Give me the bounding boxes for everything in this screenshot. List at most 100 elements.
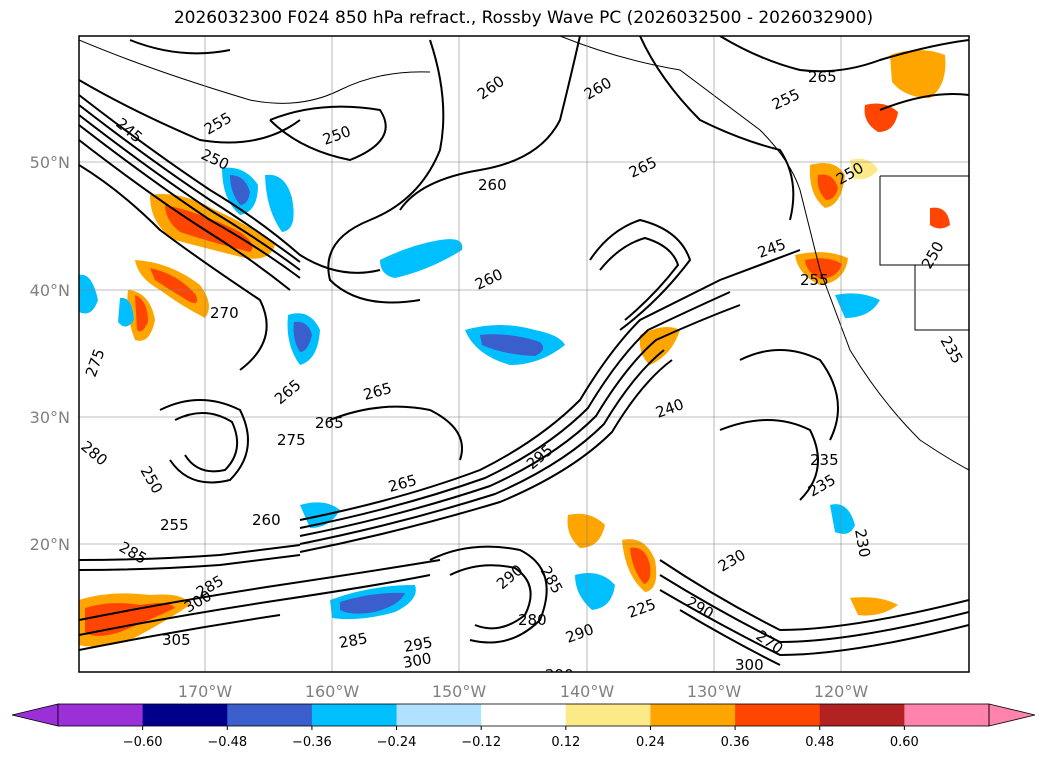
longitude-labels: 170°W 160°W 150°W 140°W 130°W 120°W	[178, 682, 869, 701]
contour-line	[639, 36, 795, 221]
negative-anomaly-patch	[575, 572, 615, 610]
contour-line	[79, 554, 301, 571]
contour-label-280b: 280	[518, 611, 547, 629]
contour-line	[739, 349, 839, 441]
colorbar-segments	[11, 703, 1036, 727]
graticule	[79, 36, 969, 672]
contour-line	[399, 36, 581, 211]
colorbar-tick-label: −0.12	[461, 735, 501, 750]
colorbar-segment	[565, 704, 651, 726]
contour-label-305: 305	[162, 631, 191, 649]
positive-anomaly-core	[817, 174, 838, 200]
contour-line	[719, 36, 969, 73]
positive-anomaly-patch	[890, 50, 946, 98]
colorbar-tick-label: 0.12	[551, 735, 580, 750]
contour-label-260c: 260	[478, 176, 507, 194]
positive-anomaly-core	[135, 295, 148, 332]
negative-anomaly-patch	[265, 174, 294, 232]
contour-line	[79, 544, 301, 561]
colorbar-tick-label: −0.60	[123, 735, 163, 750]
contour-line	[299, 349, 665, 545]
positive-anomaly-patch	[850, 597, 898, 616]
colorbar-tick-label: 0.24	[636, 735, 665, 750]
colorbar-segment	[819, 704, 905, 726]
lon-label-160w: 160°W	[305, 682, 360, 701]
colorbar-segment	[735, 704, 821, 726]
lat-label-20n: 20°N	[30, 535, 70, 554]
contour-label-265b: 265	[808, 68, 837, 86]
north-america-coastline	[559, 36, 969, 471]
contour-line	[589, 218, 692, 331]
positive-anomaly-core	[805, 258, 842, 279]
contour-line	[879, 93, 969, 111]
contour-line	[429, 545, 548, 644]
colorbar-tick-label: −0.24	[377, 735, 417, 750]
colorbar-tick-label: −0.48	[207, 735, 247, 750]
colorbar-segment	[650, 704, 736, 726]
negative-anomaly-core	[480, 334, 544, 356]
contour-line	[79, 139, 291, 291]
contour-line	[174, 412, 239, 473]
contour-label-285c: 285	[338, 629, 369, 652]
contour-line	[329, 405, 463, 461]
contour-line	[79, 574, 431, 636]
contour-line	[659, 574, 969, 644]
alaska-coastline	[79, 39, 431, 104]
colorbar-segment	[904, 704, 990, 726]
colorbar-tick-label: 0.48	[805, 735, 834, 750]
colorbar: −0.60 −0.48 −0.36 −0.24 −0.12 0.12 0.24 0.36 0.4…	[11, 703, 1036, 750]
colorbar-tick-label: −0.36	[292, 735, 332, 750]
contour-line	[719, 419, 819, 501]
contour-label-270: 270	[210, 304, 239, 322]
negative-anomaly-core	[293, 321, 312, 352]
negative-anomaly-patch	[118, 297, 134, 327]
contour-label-295b: 295	[403, 633, 434, 656]
state-borders	[879, 176, 969, 331]
lon-label-130w: 130°W	[687, 682, 742, 701]
negative-anomaly-patch	[79, 274, 98, 314]
lon-label-170w: 170°W	[178, 682, 233, 701]
contour-line	[159, 399, 249, 484]
negative-anomaly-patch	[835, 293, 880, 318]
contour-label-255d: 255	[160, 516, 189, 534]
lat-label-50n: 50°N	[30, 153, 70, 172]
contour-line	[79, 559, 441, 621]
positive-anomaly-patch	[864, 103, 898, 132]
contour-label-290c: 290	[545, 666, 574, 684]
positive-anomaly-core	[150, 268, 198, 304]
contour-lines	[79, 36, 969, 666]
positive-anomaly-core	[165, 205, 253, 252]
coastlines	[79, 36, 969, 471]
positive-anomaly-core	[85, 603, 175, 636]
colorbar-segment	[142, 704, 228, 726]
contour-label-275: 275	[277, 431, 306, 449]
colorbar-segment	[396, 704, 482, 726]
lat-label-40n: 40°N	[30, 281, 70, 300]
contour-line	[79, 114, 301, 271]
colorbar-border	[57, 703, 990, 727]
colorbar-tick-label: 0.60	[890, 735, 919, 750]
colorbar-extend-max	[988, 703, 1036, 727]
contour-line	[679, 609, 781, 666]
positive-anomaly-patch	[567, 513, 605, 548]
contour-label-265e: 265	[315, 414, 344, 432]
contour-line	[79, 614, 281, 651]
contour-label-230b: 230	[851, 528, 874, 559]
lon-label-140w: 140°W	[560, 682, 615, 701]
contour-line	[659, 559, 969, 632]
negative-anomaly-core	[230, 175, 250, 205]
latitude-labels: 50°N 40°N 30°N 20°N	[30, 153, 70, 554]
colorbar-ticks: −0.60 −0.48 −0.36 −0.24 −0.12 0.12 0.24 0.36 0.4…	[123, 726, 919, 750]
contour-line	[299, 304, 741, 537]
colorbar-segment	[227, 704, 313, 726]
lat-label-30n: 30°N	[30, 408, 70, 427]
contour-label-235b: 235	[810, 451, 839, 469]
shaded-anomalies	[79, 50, 950, 647]
positive-anomaly-core	[630, 547, 651, 584]
colorbar-segment	[58, 704, 144, 726]
map-frame	[78, 35, 970, 673]
colorbar-extend-min	[11, 703, 59, 727]
contour-label-300: 300	[402, 649, 433, 672]
contour-line	[79, 124, 301, 279]
contour-line	[79, 94, 381, 274]
